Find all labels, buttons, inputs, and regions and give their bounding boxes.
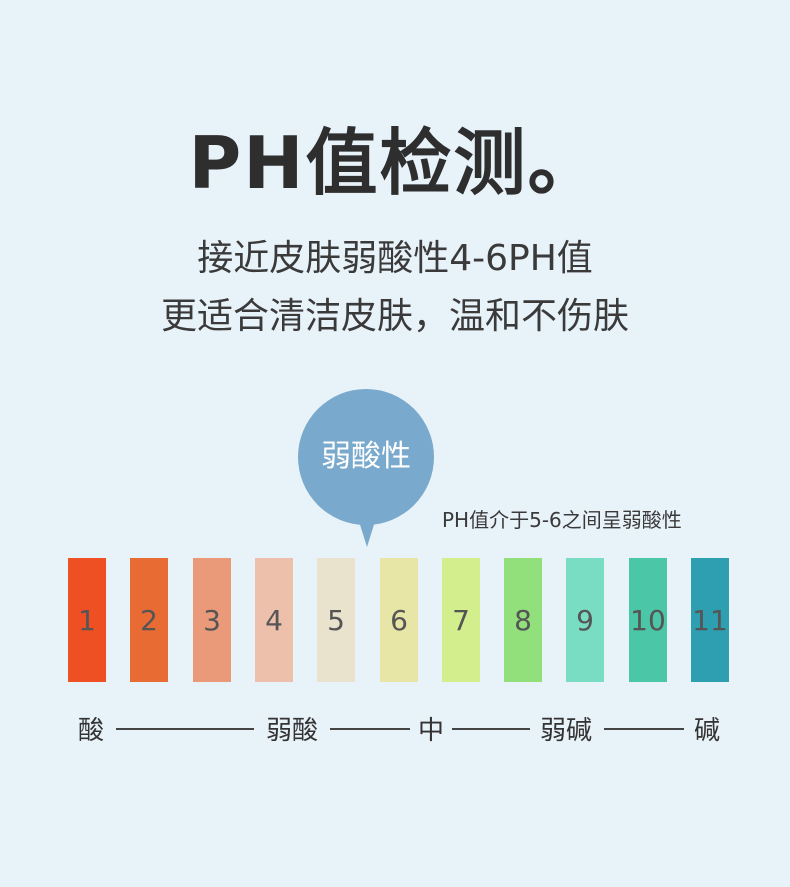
- ph-strip-10: 10: [629, 558, 667, 682]
- ph-strip-7: 7: [442, 558, 480, 682]
- ph-strip-value: 1: [78, 603, 96, 637]
- ph-strip-value: 6: [390, 603, 408, 637]
- bubble-pointer: [357, 515, 377, 547]
- weak-acid-bubble: 弱酸性: [298, 389, 434, 525]
- ph-strip-value: 8: [514, 603, 532, 637]
- ph-strip-value: 5: [327, 603, 345, 637]
- scale-label-base: 碱: [694, 716, 721, 746]
- scale-divider-line: [116, 728, 254, 730]
- subtitle-line-1: 接近皮肤弱酸性4-6PH值: [197, 238, 593, 279]
- ph-strip-6: 6: [380, 558, 418, 682]
- ph-strip-value: 11: [692, 603, 728, 637]
- scale-label-weak-base: 弱碱: [540, 716, 593, 746]
- ph-strip-value: 10: [630, 603, 666, 637]
- ph-strip-value: 9: [576, 603, 594, 637]
- ph-strip-5: 5: [317, 558, 355, 682]
- scale-divider-line: [452, 728, 530, 730]
- ph-strip-value: 7: [452, 603, 470, 637]
- scale-divider-line: [330, 728, 410, 730]
- ph-range-note: PH值介于5-6之间呈弱酸性: [442, 508, 682, 532]
- ph-strip-4: 4: [255, 558, 293, 682]
- ph-strip-value: 3: [203, 603, 221, 637]
- ph-strip-value: 2: [140, 603, 158, 637]
- ph-strip-value: 4: [265, 603, 283, 637]
- subtitle-line-2: 更适合清洁皮肤，温和不伤肤: [160, 296, 629, 337]
- bubble-label: 弱酸性: [321, 439, 411, 474]
- scale-divider-line: [604, 728, 684, 730]
- ph-strip-11: 11: [691, 558, 729, 682]
- scale-label-neutral: 中: [418, 716, 445, 746]
- ph-strip-8: 8: [504, 558, 542, 682]
- scale-label-acid: 酸: [78, 716, 105, 746]
- ph-strip-9: 9: [566, 558, 604, 682]
- ph-strip-3: 3: [193, 558, 231, 682]
- ph-strip-1: 1: [68, 558, 106, 682]
- ph-strip-2: 2: [130, 558, 168, 682]
- scale-label-weak-acid: 弱酸: [266, 716, 319, 746]
- page-title: PH值检测。: [188, 121, 602, 205]
